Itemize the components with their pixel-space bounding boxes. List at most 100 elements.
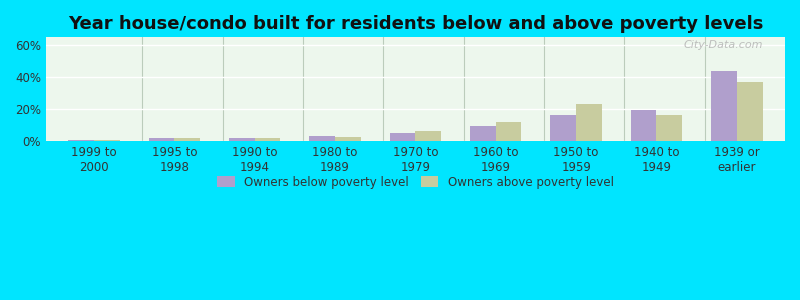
Bar (46, 50, 785, 140)
Bar (46, 130, 785, 141)
Bar (46, 91, 785, 140)
Bar (46, 140, 785, 141)
Bar (46, 128, 785, 141)
Bar (46, 68, 785, 140)
Bar (46, 58, 785, 140)
Bar (46, 84, 785, 140)
Bar (46, 125, 785, 141)
Bar (46, 79, 785, 140)
Bar (46, 77, 785, 140)
Bar (46, 57, 785, 140)
Bar (46, 101, 785, 141)
Bar (46, 93, 785, 140)
Bar (46, 95, 785, 141)
Bar (94, 140, 120, 141)
Title: Year house/condo built for residents below and above poverty levels: Year house/condo built for residents bel… (68, 15, 763, 33)
Bar (46, 78, 785, 140)
Bar (46, 45, 785, 140)
Bar (46, 126, 785, 141)
Bar (46, 56, 785, 140)
Bar (46, 120, 785, 141)
Bar (46, 73, 785, 140)
Bar (470, 127, 496, 141)
Bar (46, 69, 785, 140)
Bar (46, 85, 785, 140)
Bar (46, 47, 785, 140)
Bar (46, 65, 785, 140)
Bar (46, 139, 785, 141)
Bar (46, 43, 785, 140)
Bar (46, 49, 785, 140)
Bar (46, 83, 785, 140)
Bar (46, 88, 785, 140)
Bar (46, 100, 785, 141)
Bar (46, 108, 785, 141)
Bar (46, 115, 785, 141)
Bar (68, 140, 94, 141)
Bar (46, 136, 785, 141)
Bar (46, 131, 785, 141)
Bar (46, 88, 785, 140)
Bar (335, 137, 361, 141)
Bar (46, 81, 785, 140)
Bar (46, 106, 785, 141)
Bar (46, 99, 785, 141)
Bar (46, 113, 785, 141)
Bar (46, 61, 785, 140)
Bar (46, 133, 785, 141)
Bar (46, 118, 785, 141)
Bar (46, 116, 785, 141)
Bar (46, 93, 785, 140)
Bar (46, 80, 785, 140)
Bar (46, 46, 785, 140)
Bar (46, 124, 785, 141)
Bar (46, 52, 785, 140)
Bar (46, 64, 785, 140)
Bar (46, 116, 785, 141)
Bar (46, 103, 785, 141)
Bar (46, 68, 785, 140)
Bar (46, 72, 785, 140)
Bar (576, 104, 602, 141)
Bar (46, 64, 785, 140)
Bar (46, 84, 785, 140)
Bar (46, 40, 785, 140)
Bar (46, 106, 785, 141)
Bar (149, 138, 174, 141)
Bar (46, 40, 785, 140)
Bar (46, 124, 785, 141)
Bar (46, 88, 785, 140)
Bar (46, 129, 785, 141)
Bar (46, 132, 785, 141)
Bar (46, 120, 785, 141)
Bar (46, 54, 785, 140)
Bar (46, 103, 785, 141)
Bar (46, 138, 785, 141)
Bar (46, 135, 785, 141)
Bar (46, 106, 785, 141)
Bar (46, 38, 785, 140)
Bar (46, 110, 785, 141)
Bar (46, 81, 785, 140)
Bar (46, 131, 785, 141)
Bar (46, 55, 785, 140)
Bar (46, 99, 785, 141)
Bar (46, 102, 785, 141)
Bar (46, 54, 785, 140)
Bar (46, 113, 785, 141)
Bar (46, 69, 785, 140)
Bar (46, 112, 785, 141)
Bar (46, 67, 785, 140)
Bar (46, 74, 785, 140)
Bar (46, 103, 785, 141)
Bar (46, 114, 785, 141)
Bar (46, 86, 785, 140)
Bar (46, 134, 785, 141)
Bar (46, 85, 785, 140)
Bar (46, 137, 785, 141)
Bar (46, 90, 785, 140)
Bar (46, 126, 785, 141)
Bar (46, 123, 785, 141)
Bar (46, 128, 785, 141)
Text: City-Data.com: City-Data.com (683, 40, 763, 50)
